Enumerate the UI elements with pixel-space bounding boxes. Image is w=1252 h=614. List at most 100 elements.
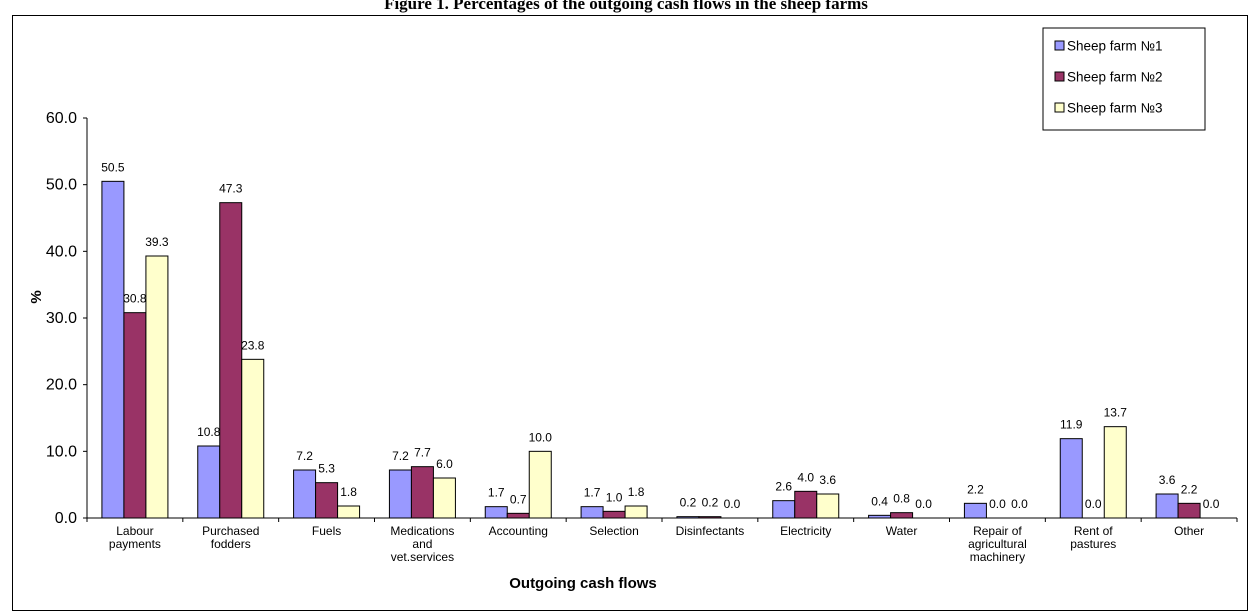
data-label: 7.2	[392, 449, 409, 463]
x-tick-label: Rent of	[1074, 524, 1113, 538]
data-label: 1.0	[606, 490, 623, 504]
data-label: 2.6	[775, 480, 792, 494]
bar-2-4	[410, 466, 434, 519]
bar-1-2	[197, 445, 221, 519]
bar-3-2	[241, 358, 265, 519]
bar-3-6	[624, 505, 648, 519]
x-tick-label: payments	[109, 537, 161, 551]
x-tick-label: Fuels	[312, 524, 341, 538]
data-label: 1.7	[584, 486, 601, 500]
x-tick-label: Repair of	[973, 524, 1022, 538]
data-label: 0.0	[724, 497, 741, 511]
bar-2-5	[506, 512, 530, 519]
bar-3-4	[432, 477, 456, 519]
data-label: 0.2	[702, 496, 719, 510]
chart-area: 0.0 10.0 20.0 30.0 40.0 50.0 60.0 50.5 10.8 7.2 7.…	[12, 15, 1248, 611]
bar-1-9	[868, 514, 892, 519]
y-tick-label: 60.0	[46, 110, 77, 127]
data-label: 5.3	[318, 462, 335, 476]
bar-2-3	[315, 482, 339, 519]
y-tick-label: 20.0	[46, 377, 77, 394]
data-label: 0.0	[1085, 497, 1102, 511]
data-label: 1.7	[488, 486, 505, 500]
bar-3-8	[816, 493, 840, 519]
data-label: 7.7	[414, 446, 431, 460]
data-label: 50.5	[101, 160, 125, 174]
legend-label-3: Sheep farm №3	[1067, 101, 1163, 116]
x-tick-label: fodders	[211, 537, 251, 551]
x-tick-label: machinery	[970, 550, 1025, 564]
bar-1-4	[388, 469, 412, 519]
x-tick-label: Other	[1174, 524, 1204, 538]
bar-3-3	[337, 505, 361, 519]
y-tick-label: 10.0	[46, 443, 77, 460]
x-tick-label: Water	[886, 524, 918, 538]
bar-1-1	[101, 180, 125, 519]
x-tick-label: Labour	[116, 524, 153, 538]
bar-2-9	[890, 512, 914, 519]
bar-2-6	[602, 510, 626, 519]
bar-1-5	[484, 506, 508, 519]
data-label: 10.8	[197, 425, 221, 439]
data-label: 23.8	[241, 338, 265, 352]
legend	[1042, 27, 1206, 131]
bar-1-8	[772, 500, 796, 519]
y-axis-title: %	[28, 290, 45, 303]
data-label: 13.7	[1104, 406, 1128, 420]
legend-label-2: Sheep farm №2	[1067, 70, 1163, 85]
data-label: 4.0	[797, 470, 814, 484]
bar-1-10	[963, 502, 987, 519]
x-tick-label: Purchased	[202, 524, 259, 538]
figure-title: Figure 1. Percentages of the outgoing ca…	[384, 0, 868, 13]
x-tick-label: Electricity	[780, 524, 831, 538]
x-tick-label: Accounting	[489, 524, 548, 538]
y-tick-label: 40.0	[46, 243, 77, 260]
bar-2-2	[219, 202, 243, 519]
y-tick-label: 0.0	[55, 510, 77, 527]
x-tick-label: Disinfectants	[676, 524, 745, 538]
data-label: 6.0	[436, 457, 453, 471]
data-label: 10.0	[529, 430, 553, 444]
bar-1-7	[676, 516, 700, 519]
bar-2-12	[1177, 502, 1201, 519]
data-label: 1.8	[340, 485, 357, 499]
data-label: 30.8	[123, 292, 147, 306]
data-label: 39.3	[145, 235, 169, 249]
x-tick-label: vet.services	[391, 550, 454, 564]
x-tick-label: agricultural	[968, 537, 1027, 551]
data-label: 3.6	[819, 473, 836, 487]
data-label: 47.3	[219, 182, 243, 196]
bar-1-12	[1155, 493, 1179, 519]
data-label: 0.7	[510, 492, 527, 506]
y-tick-label: 50.0	[46, 177, 77, 194]
data-label: 0.4	[871, 494, 888, 508]
data-label: 0.0	[1203, 497, 1220, 511]
x-tick-label: and	[412, 537, 432, 551]
bar-2-8	[794, 490, 818, 519]
x-tick-label: Selection	[589, 524, 638, 538]
data-label: 3.6	[1159, 473, 1176, 487]
bar-chart: 0.0 10.0 20.0 30.0 40.0 50.0 60.0 50.5 10.8 7.2 7.…	[28, 27, 1238, 592]
data-label: 0.2	[680, 496, 697, 510]
bar-2-7	[698, 516, 722, 519]
legend-label-1: Sheep farm №1	[1067, 39, 1163, 54]
bar-1-6	[580, 506, 604, 519]
data-label: 0.8	[893, 492, 910, 506]
legend-swatch-1	[1054, 40, 1065, 51]
bar-3-11	[1103, 426, 1127, 519]
data-label: 2.2	[967, 482, 984, 496]
legend-swatch-2	[1054, 71, 1065, 82]
data-label: 0.0	[915, 497, 932, 511]
x-axis-title: Outgoing cash flows	[509, 575, 657, 592]
data-label: 2.2	[1181, 482, 1198, 496]
bar-3-1	[145, 255, 169, 519]
x-tick-label: pastures	[1070, 537, 1116, 551]
y-tick-label: 30.0	[46, 310, 77, 327]
data-label: 11.9	[1060, 418, 1083, 432]
bar-3-5	[528, 450, 552, 519]
bar-2-1	[123, 312, 147, 519]
x-tick-label: Medications	[390, 524, 454, 538]
data-label: 7.2	[296, 449, 313, 463]
data-label: 1.8	[628, 485, 645, 499]
data-label: 0.0	[989, 497, 1006, 511]
